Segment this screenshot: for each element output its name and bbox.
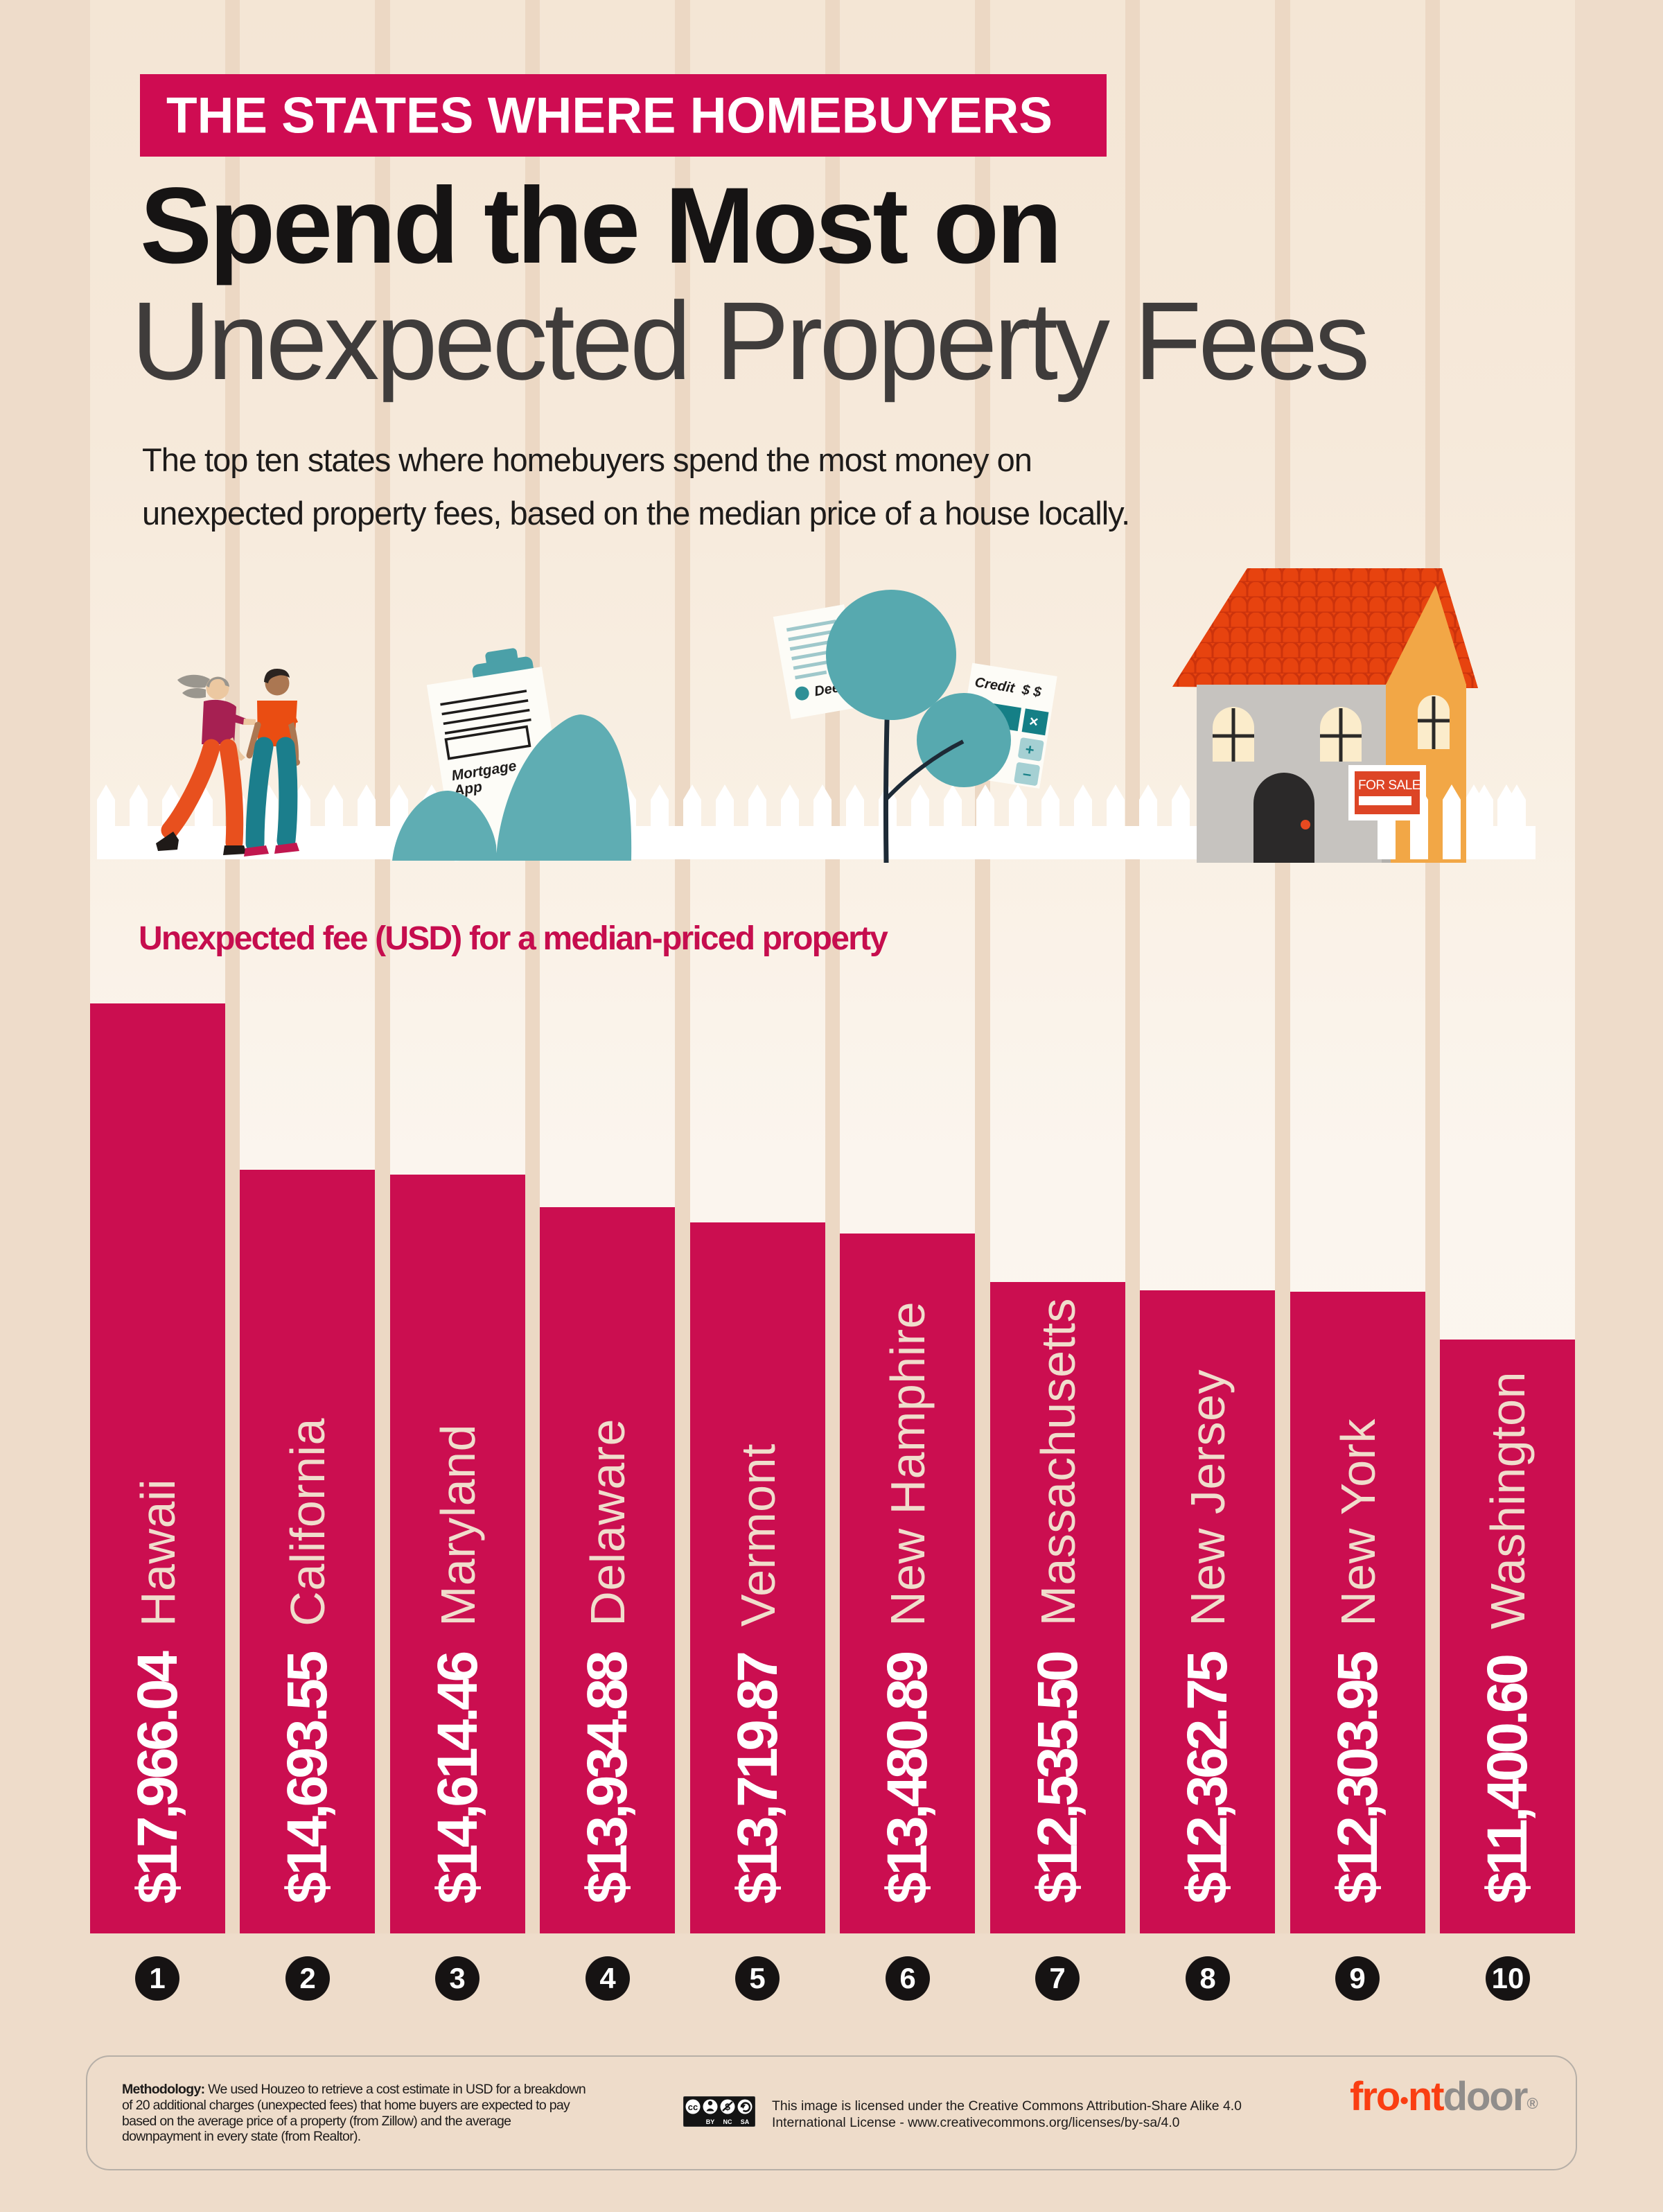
svg-text:FOR SALE: FOR SALE bbox=[1358, 778, 1420, 793]
svg-text:–: – bbox=[1021, 764, 1032, 783]
svg-text:SA: SA bbox=[741, 2118, 750, 2125]
svg-text:BY: BY bbox=[706, 2118, 715, 2125]
svg-text:cc: cc bbox=[688, 2102, 698, 2112]
svg-text:×: × bbox=[1028, 712, 1039, 731]
svg-text:+: + bbox=[1024, 740, 1036, 759]
svg-text:NC: NC bbox=[723, 2118, 732, 2125]
